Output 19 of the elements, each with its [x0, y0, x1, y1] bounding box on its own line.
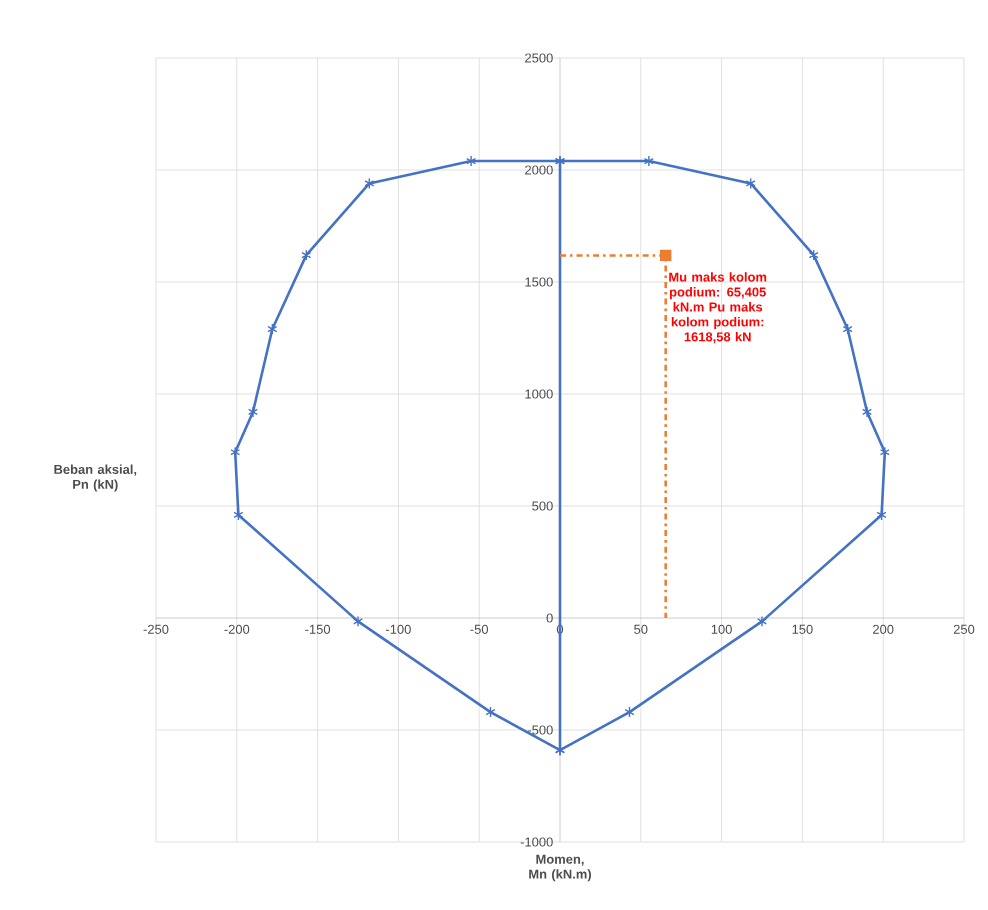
- point: [301, 249, 312, 261]
- point: [624, 706, 635, 718]
- point: [660, 249, 672, 262]
- point: [876, 509, 887, 521]
- point: [485, 706, 496, 718]
- point: [466, 155, 477, 167]
- point: [247, 406, 258, 418]
- point: [267, 323, 278, 335]
- point: [230, 446, 241, 458]
- point: [862, 406, 873, 418]
- point: [233, 509, 244, 521]
- point: [879, 446, 890, 458]
- point: [756, 615, 768, 628]
- point: [352, 615, 364, 628]
- point: [364, 177, 375, 190]
- point: [808, 249, 819, 261]
- point: [842, 323, 853, 335]
- point: [745, 177, 756, 190]
- point: [643, 155, 654, 167]
